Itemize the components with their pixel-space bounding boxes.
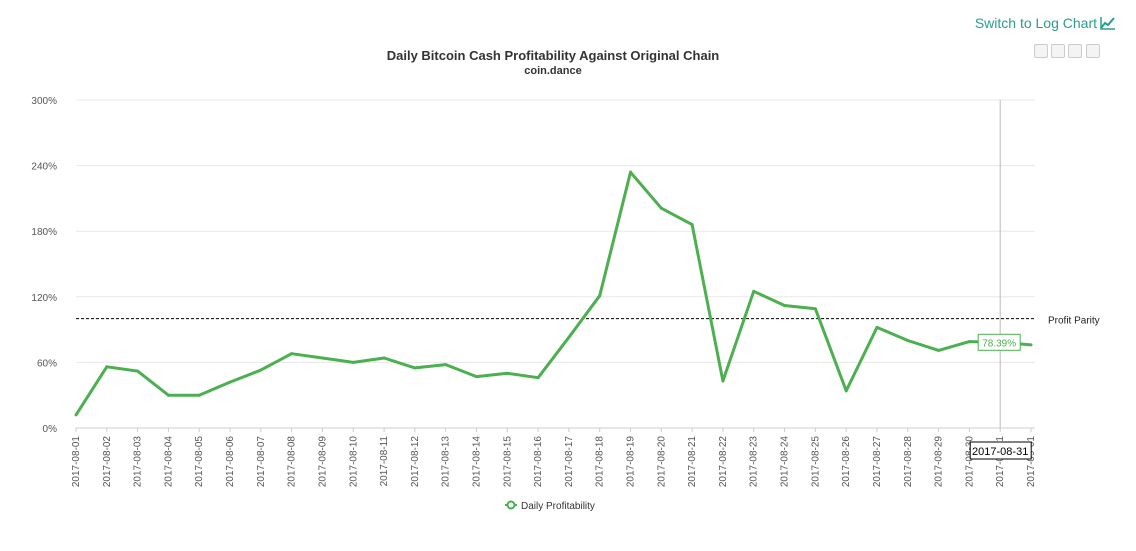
x-tick-label: 2017-08-11 — [379, 436, 390, 487]
data-point[interactable] — [752, 289, 756, 293]
legend-swatch-marker — [506, 500, 516, 510]
menu-icon[interactable] — [1086, 44, 1100, 58]
data-point[interactable] — [228, 380, 232, 384]
reset-zoom-icon[interactable] — [1051, 44, 1065, 58]
x-tick-label: 2017-08-31 — [995, 436, 1006, 488]
x-tick-label: 2017-08-21 — [687, 436, 698, 488]
x-tick-label: 2017-08-29 — [934, 436, 945, 488]
series-line-daily-profitability — [74, 170, 1032, 416]
switch-to-log-chart-link[interactable]: Switch to Log Chart — [975, 15, 1116, 31]
data-point[interactable] — [474, 375, 478, 379]
highlight-value-box — [977, 333, 1021, 351]
x-tick-label: 2017-08-16 — [533, 436, 544, 488]
y-tick-label: 240% — [31, 162, 57, 173]
data-point[interactable] — [629, 170, 633, 174]
y-tick-label: 300% — [31, 96, 57, 107]
x-tick-label: 2017-08-12 — [410, 436, 421, 488]
line-chart-icon — [1100, 17, 1115, 30]
data-view-icon[interactable] — [1068, 44, 1082, 58]
legend-item-daily-profitability[interactable]: Daily Profitability — [521, 501, 595, 512]
data-point[interactable] — [937, 348, 941, 352]
data-point[interactable] — [166, 393, 170, 397]
data-point[interactable] — [290, 352, 294, 356]
chart-subtitle: coin.dance — [524, 65, 581, 77]
x-tick-label: 2017-08-24 — [780, 436, 791, 488]
x-tick-label: 2017-08-30 — [964, 436, 975, 488]
data-point[interactable] — [136, 369, 140, 373]
x-tick-label: 2017-08-05 — [194, 436, 205, 488]
data-point[interactable] — [351, 360, 355, 364]
x-tick-label: 2017-09-01 — [1026, 436, 1037, 488]
x-tick-label: 2017-08-09 — [317, 436, 328, 488]
crosshair-x-label-box — [969, 441, 1032, 460]
x-tick-label: 2017-08-01 — [71, 436, 82, 488]
x-tick-label: 2017-08-03 — [133, 436, 144, 488]
highlight-value-label: 78.39% — [982, 338, 1016, 349]
data-point[interactable] — [783, 304, 787, 308]
x-tick-label: 2017-08-13 — [441, 436, 452, 488]
x-tick-label: 2017-08-17 — [564, 436, 575, 488]
x-tick-label: 2017-08-15 — [502, 436, 513, 488]
x-tick-label: 2017-08-08 — [287, 436, 298, 488]
data-point[interactable] — [1029, 343, 1033, 347]
y-tick-label: 0% — [43, 424, 58, 435]
x-tick-label: 2017-08-25 — [810, 436, 821, 488]
data-point[interactable] — [413, 366, 417, 370]
data-point[interactable] — [444, 363, 448, 367]
data-point[interactable] — [567, 335, 571, 339]
data-point[interactable] — [690, 223, 694, 227]
data-point[interactable] — [505, 371, 509, 375]
y-tick-label: 120% — [31, 293, 57, 304]
crosshair-x-label: 2017-08-31 — [972, 446, 1028, 458]
data-point[interactable] — [197, 393, 201, 397]
x-tick-label: 2017-08-14 — [471, 436, 482, 488]
x-tick-label: 2017-08-28 — [903, 436, 914, 488]
x-tick-label: 2017-08-02 — [102, 436, 113, 488]
data-point[interactable] — [813, 307, 817, 311]
data-point[interactable] — [721, 379, 725, 383]
x-tick-label: 2017-08-10 — [348, 436, 359, 488]
data-point[interactable] — [105, 365, 109, 369]
data-point[interactable] — [844, 389, 848, 393]
x-tick-label: 2017-08-26 — [841, 436, 852, 488]
profit-parity-label: Profit Parity — [1048, 316, 1100, 327]
data-point[interactable] — [320, 356, 324, 360]
x-tick-label: 2017-08-18 — [595, 436, 606, 488]
x-tick-label: 2017-08-27 — [872, 436, 883, 488]
x-tick-label: 2017-08-20 — [656, 436, 667, 488]
data-point[interactable] — [598, 294, 602, 298]
data-point[interactable] — [906, 339, 910, 343]
data-point[interactable] — [875, 325, 879, 329]
data-point[interactable] — [659, 206, 663, 210]
data-point[interactable] — [74, 413, 78, 417]
x-tick-label: 2017-08-23 — [749, 436, 760, 488]
y-tick-label: 60% — [37, 358, 57, 369]
x-tick-label: 2017-08-19 — [626, 436, 637, 488]
switch-to-log-chart-label: Switch to Log Chart — [974, 15, 1097, 31]
x-tick-label: 2017-08-04 — [163, 436, 174, 488]
data-point[interactable] — [259, 368, 263, 372]
zoom-icon[interactable] — [1034, 44, 1048, 58]
x-tick-label: 2017-08-06 — [225, 436, 236, 488]
x-tick-label: 2017-08-07 — [256, 436, 267, 488]
data-point[interactable] — [967, 340, 971, 344]
data-point[interactable] — [382, 356, 386, 360]
x-tick-label: 2017-08-22 — [718, 436, 729, 488]
chart-title: Daily Bitcoin Cash Profitability Against… — [387, 48, 720, 63]
y-tick-label: 180% — [31, 227, 57, 238]
data-point[interactable] — [536, 376, 540, 380]
